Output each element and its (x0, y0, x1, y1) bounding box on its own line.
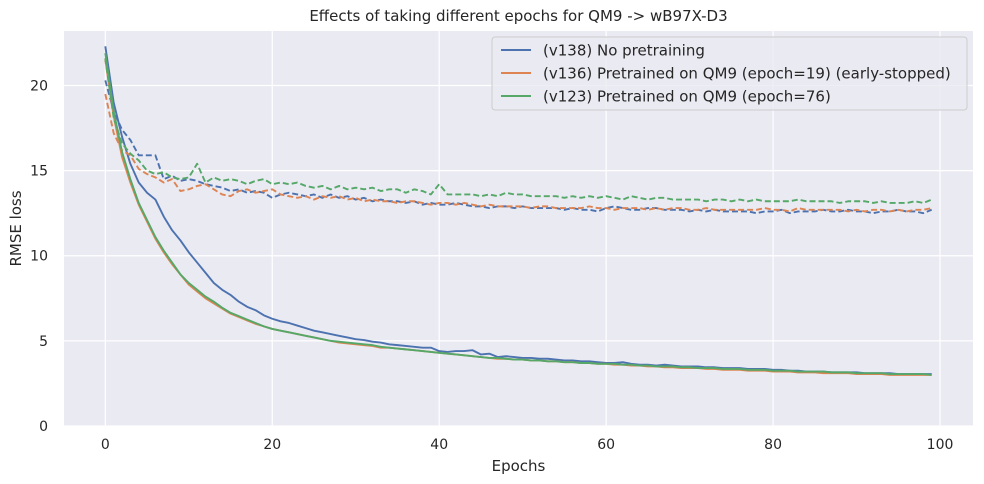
legend-label-v123: (v123) Pretrained on QM9 (epoch=76) (543, 88, 831, 106)
y-tick-label: 15 (30, 164, 48, 180)
x-tick-label: 0 (101, 437, 110, 453)
x-tick-label: 40 (430, 437, 448, 453)
chart-title: Effects of taking different epochs for Q… (309, 7, 727, 25)
legend-frame (491, 36, 968, 111)
x-tick-label: 100 (927, 437, 954, 453)
series-2-training-line (104, 52, 932, 376)
y-axis-label: RMSE loss (7, 190, 25, 266)
legend-label-v136: (v136) Pretrained on QM9 (epoch=19) (ear… (543, 65, 951, 83)
series-lines (104, 46, 933, 376)
y-tick-label: 5 (39, 334, 48, 350)
y-tick-label: 0 (39, 419, 48, 435)
legend: (v138) No pretraining (v136) Pretrained … (491, 36, 968, 111)
series-2-validation-line (104, 58, 933, 204)
x-axis-label: Epochs (492, 457, 546, 475)
y-tick-labels: 0 5 10 15 20 (30, 78, 48, 435)
series-0-validation-line (104, 80, 933, 215)
x-tick-label: 80 (764, 437, 782, 453)
y-tick-label: 10 (30, 249, 48, 265)
y-tick-label: 20 (30, 78, 48, 94)
series-1-validation-line (104, 93, 932, 213)
x-tick-labels: 0 20 40 60 80 100 (101, 437, 954, 453)
legend-label-v138: (v138) No pretraining (543, 42, 705, 60)
x-tick-label: 60 (597, 437, 615, 453)
x-tick-label: 20 (263, 437, 281, 453)
